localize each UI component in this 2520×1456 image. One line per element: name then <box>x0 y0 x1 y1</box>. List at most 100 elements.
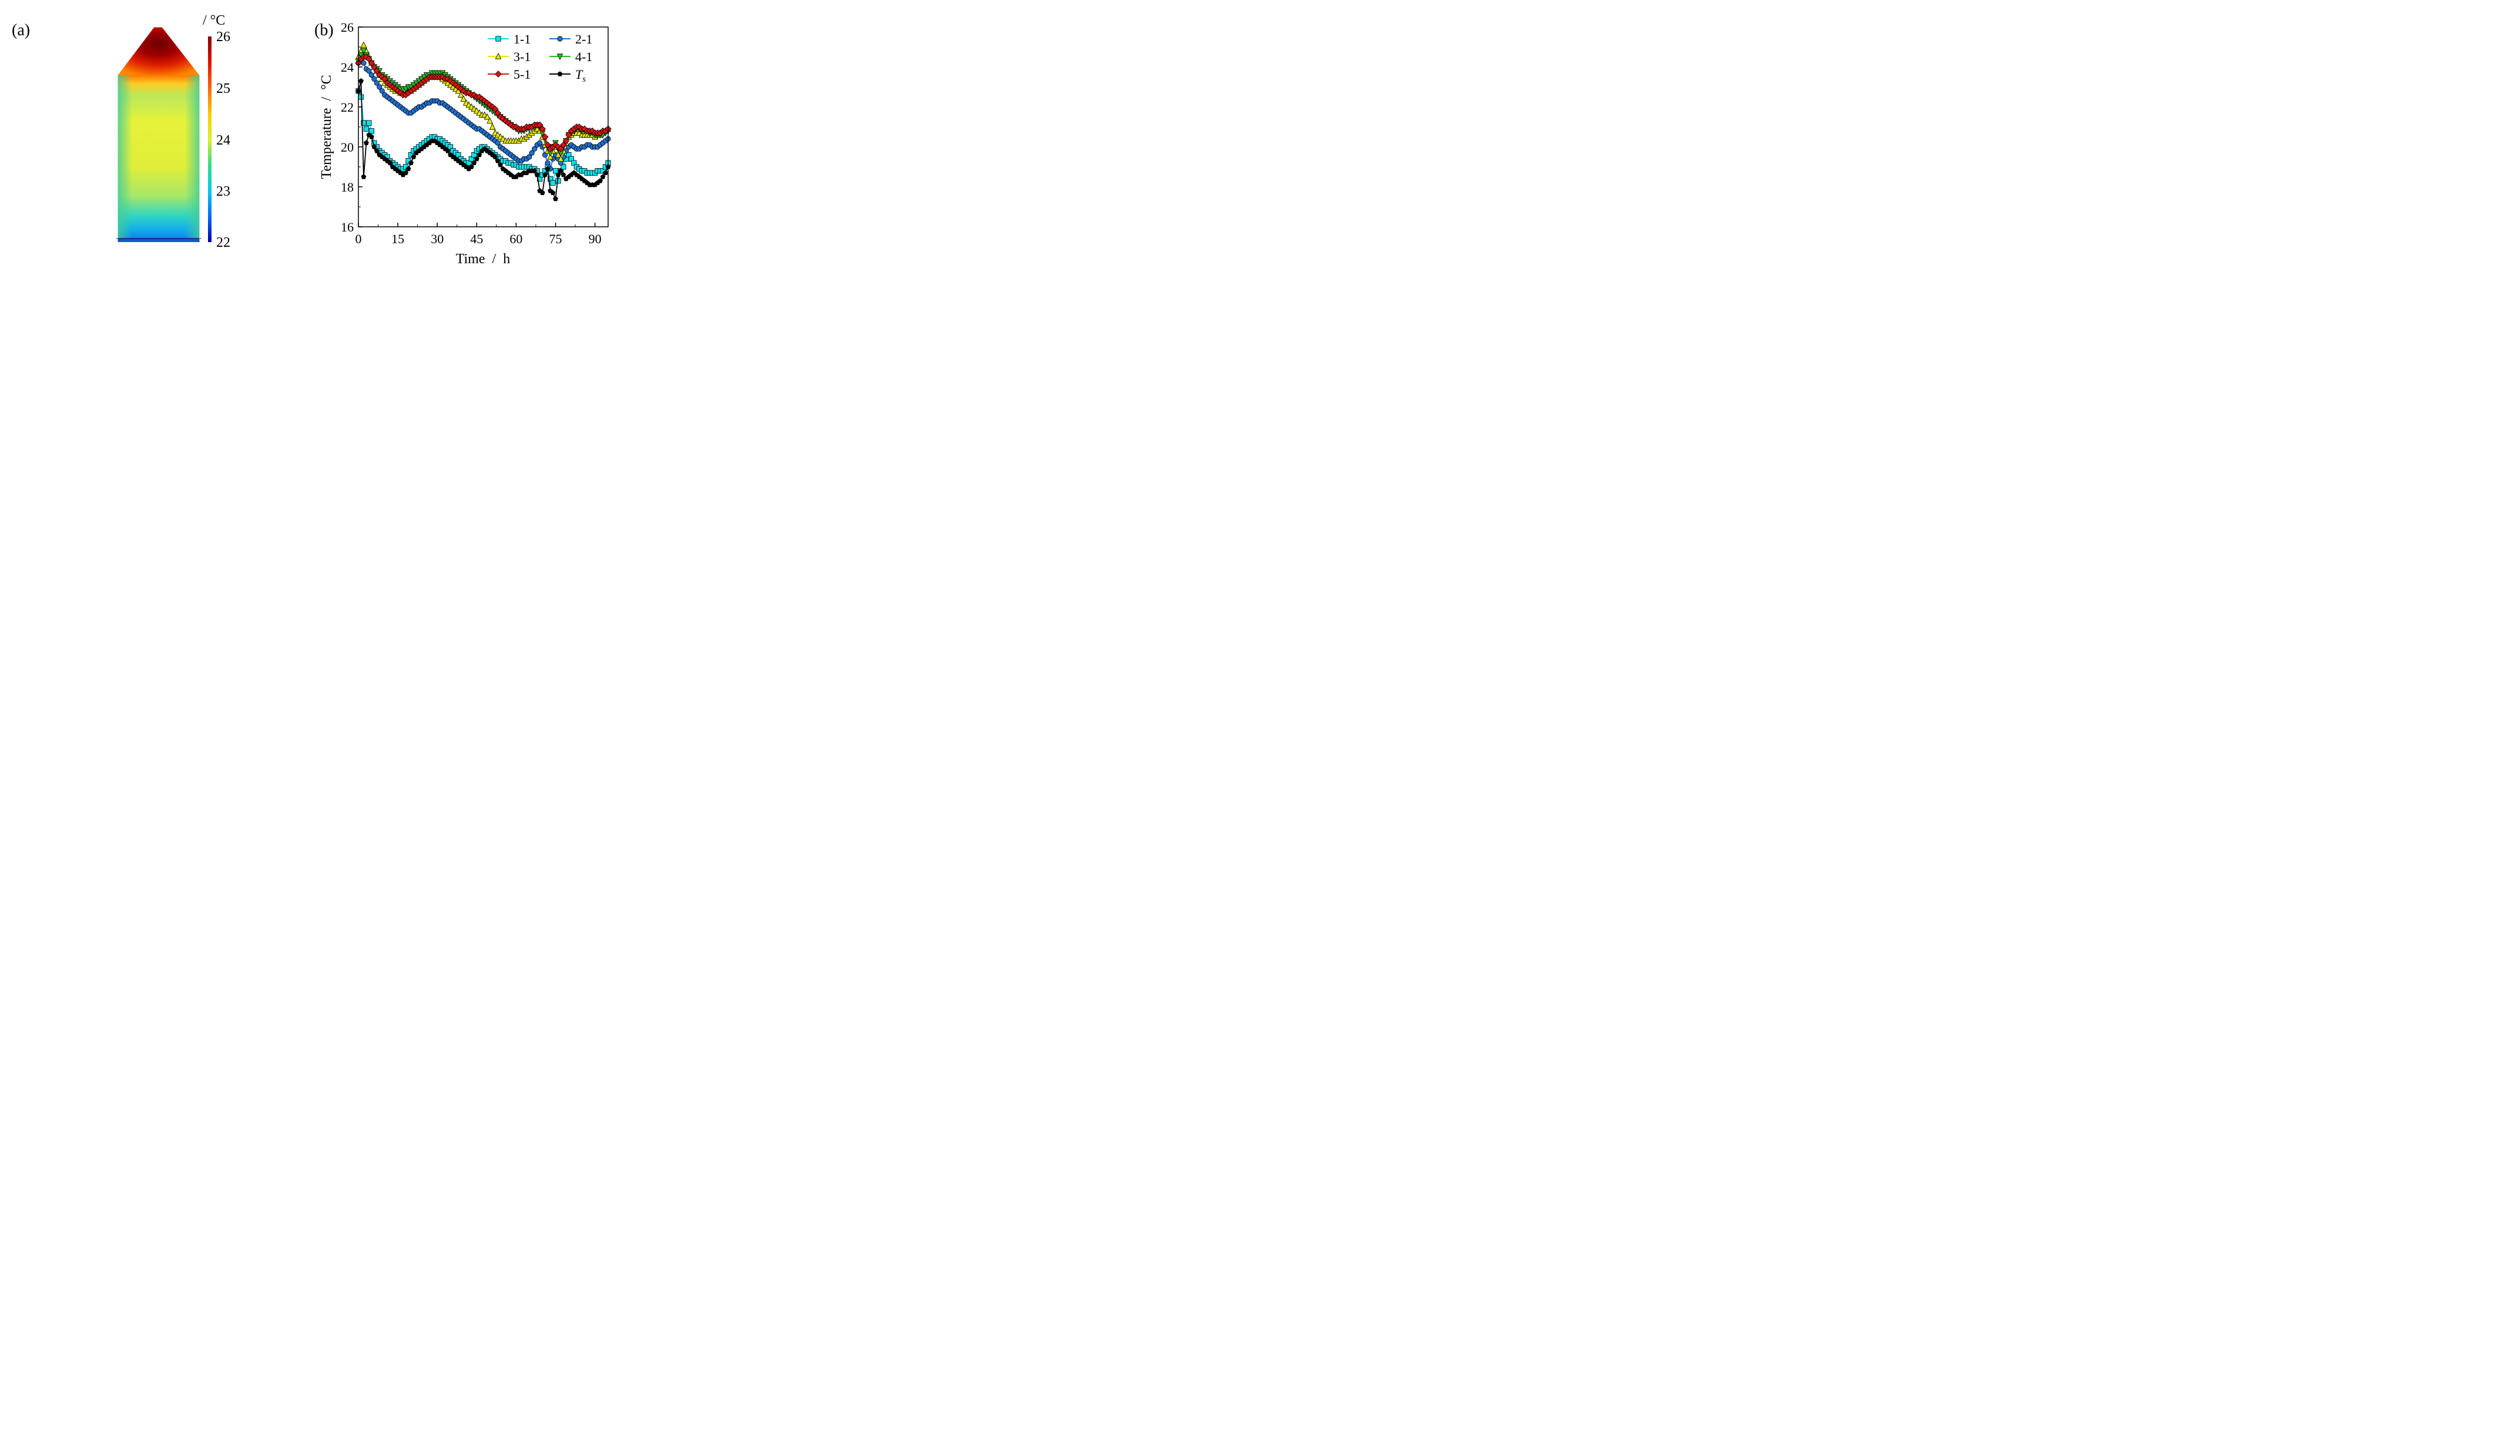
data-point-5-1-9 <box>378 73 386 80</box>
data-point-T_s-18 <box>403 170 408 176</box>
y-tick-label-22: 22 <box>341 100 354 115</box>
data-point-5-1-55 <box>499 115 506 123</box>
contour-roof <box>118 27 200 75</box>
x-tick-label-30: 30 <box>431 232 444 246</box>
data-point-5-1-37 <box>452 81 459 89</box>
data-point-5-1-78 <box>560 141 567 149</box>
data-point-T_s-7 <box>374 148 380 153</box>
legend-item-3-1: 3-1 <box>488 49 531 64</box>
data-point-5-1-79 <box>562 137 570 145</box>
colorbar-scale <box>208 36 212 242</box>
data-point-5-1-44 <box>471 91 478 99</box>
y-tick-label-24: 24 <box>341 60 354 75</box>
data-point-1-1-75 <box>552 168 559 174</box>
legend-label-1-1: 1-1 <box>514 32 531 46</box>
contour-body-edges <box>118 75 200 242</box>
data-point-5-1-39 <box>457 85 465 93</box>
legend-label-5-1: 5-1 <box>514 67 531 82</box>
colorbar-tick-23: 23 <box>216 184 230 199</box>
data-point-T_s-92 <box>598 178 603 183</box>
data-point-5-1-13 <box>389 83 396 90</box>
data-point-5-1-86 <box>580 125 588 133</box>
series-T_s <box>355 78 611 202</box>
colorbar-tick-22: 22 <box>216 235 230 250</box>
data-point-T_s-74 <box>550 190 556 196</box>
data-point-T_s-77 <box>558 168 563 173</box>
data-point-5-1-42 <box>465 89 472 96</box>
data-point-5-1-16 <box>397 89 404 96</box>
x-tick-label-90: 90 <box>589 232 602 246</box>
data-point-5-1-35 <box>447 78 454 85</box>
data-point-2-1-69 <box>537 140 543 146</box>
colorbar-tick-26: 26 <box>216 29 230 45</box>
data-point-1-1-3 <box>363 126 370 132</box>
x-tick-label-45: 45 <box>470 232 483 246</box>
colorbar-tick-24: 24 <box>216 133 230 148</box>
data-point-T_s-94 <box>603 170 608 176</box>
chart-legend: 1-1 2-1 3-1 4-1 5-1 Ts <box>488 32 592 84</box>
data-point-3-1-2 <box>360 41 367 48</box>
legend-item-T_s: Ts <box>549 67 586 84</box>
data-point-T_s-1 <box>358 78 364 83</box>
legend-label-T_s: Ts <box>575 67 586 84</box>
data-point-1-1-4 <box>366 120 372 126</box>
data-point-5-1-4 <box>365 55 373 63</box>
data-point-5-1-49 <box>484 99 491 106</box>
data-point-3-1-76 <box>555 151 562 158</box>
data-point-T_s-75 <box>553 196 558 202</box>
legend-marker-2-1 <box>557 36 563 42</box>
data-point-5-1-46 <box>476 93 483 100</box>
data-point-2-1-8 <box>377 84 382 90</box>
data-point-2-1-4 <box>366 68 372 74</box>
data-point-5-1-32 <box>439 73 446 80</box>
contour-floor <box>118 239 200 242</box>
colorbar-unit: / °C <box>203 13 225 28</box>
data-point-5-1-48 <box>481 98 488 105</box>
data-point-T_s-52 <box>492 154 498 159</box>
data-point-T_s-93 <box>600 174 606 179</box>
data-point-5-1-60 <box>512 123 520 130</box>
data-point-T_s-78 <box>561 172 566 177</box>
data-point-2-1-9 <box>379 88 385 94</box>
data-point-T_s-2 <box>361 174 367 179</box>
data-point-5-1-54 <box>496 113 504 120</box>
data-point-T_s-43 <box>468 164 474 169</box>
data-point-2-1-67 <box>532 146 538 152</box>
data-point-T_s-19 <box>405 166 411 172</box>
data-point-T_s-71 <box>542 172 548 177</box>
data-point-5-1-51 <box>489 103 496 110</box>
data-point-5-1-56 <box>502 118 509 125</box>
data-point-3-1-50 <box>486 117 494 124</box>
x-tick-label-75: 75 <box>549 232 562 246</box>
panel-b-label: (b) <box>314 21 334 39</box>
data-point-T_s-6 <box>371 144 377 149</box>
data-point-5-1-70 <box>539 125 546 133</box>
legend-subscript: s <box>582 75 586 84</box>
data-point-5-1-36 <box>449 79 457 86</box>
x-tick-label-15: 15 <box>391 232 404 246</box>
data-point-2-1-5 <box>368 72 374 78</box>
data-point-3-1-73 <box>547 153 553 160</box>
data-point-T_s-46 <box>477 152 482 157</box>
legend-item-2-1: 2-1 <box>549 32 592 46</box>
data-point-T_s-76 <box>555 172 561 177</box>
chart-series <box>355 41 612 202</box>
series-5-1 <box>355 53 612 153</box>
data-point-5-1-80 <box>565 131 572 139</box>
data-point-2-1-66 <box>529 150 535 156</box>
data-point-5-1-72 <box>544 141 551 149</box>
data-point-5-1-58 <box>507 121 515 129</box>
panel-a-label: (a) <box>12 21 30 39</box>
data-point-5-1-11 <box>384 79 391 86</box>
legend-item-1-1: 1-1 <box>488 32 531 46</box>
series-2-1 <box>355 58 611 172</box>
data-point-2-1-71 <box>542 152 548 158</box>
y-tick-label-26: 26 <box>341 20 354 35</box>
colorbar: / °C 26 25 24 23 22 <box>203 13 230 250</box>
colorbar-tick-25: 25 <box>216 81 230 96</box>
data-point-5-1-52 <box>491 105 499 113</box>
data-point-5-1-77 <box>557 145 565 153</box>
data-point-5-1-53 <box>494 109 501 116</box>
x-axis-label: Time / h <box>456 251 510 267</box>
data-point-5-1-71 <box>541 133 549 140</box>
